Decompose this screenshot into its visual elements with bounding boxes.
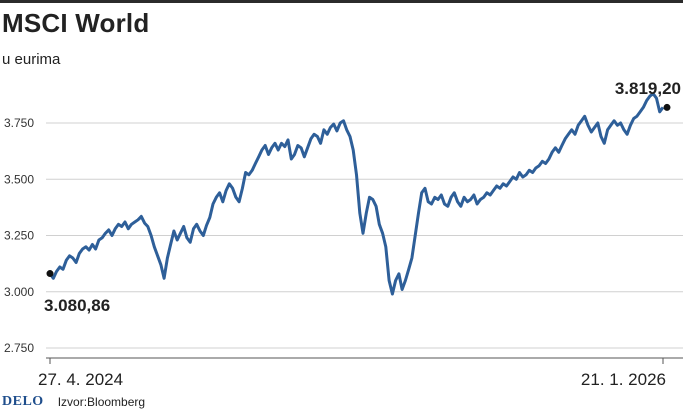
- publisher-logo: DELO: [2, 394, 44, 409]
- source-note: Izvor:Bloomberg: [57, 395, 146, 409]
- chart-subtitle: u eurima: [2, 51, 61, 68]
- end-point-marker: [663, 103, 671, 111]
- x-axis-ticks: 27. 4. 2024 21. 1. 2026: [38, 358, 666, 389]
- grid-lines: [46, 122, 683, 349]
- series-line: [48, 92, 665, 296]
- y-tick-label: 3.500: [4, 172, 34, 186]
- start-value-label: 3.080,86: [44, 296, 110, 315]
- y-tick-label: 3.750: [4, 116, 34, 130]
- end-value-label: 3.819,20: [615, 79, 681, 98]
- annotations: 3.080,86 3.819,20: [44, 79, 681, 315]
- y-tick-label: 2.750: [4, 341, 34, 355]
- footer: DELO Izvor:Bloomberg: [2, 392, 145, 412]
- x-tick-label: 27. 4. 2024: [38, 370, 123, 389]
- x-tick-label: 21. 1. 2026: [581, 370, 666, 389]
- chart-title: MSCI World: [2, 8, 150, 38]
- start-point-marker: [46, 270, 54, 278]
- y-tick-label: 3.250: [4, 229, 34, 243]
- top-rule: [0, 0, 683, 3]
- y-tick-label: 3.000: [4, 285, 34, 299]
- y-axis-ticks: 2.750 3.000 3.250 3.500 3.750: [4, 116, 34, 355]
